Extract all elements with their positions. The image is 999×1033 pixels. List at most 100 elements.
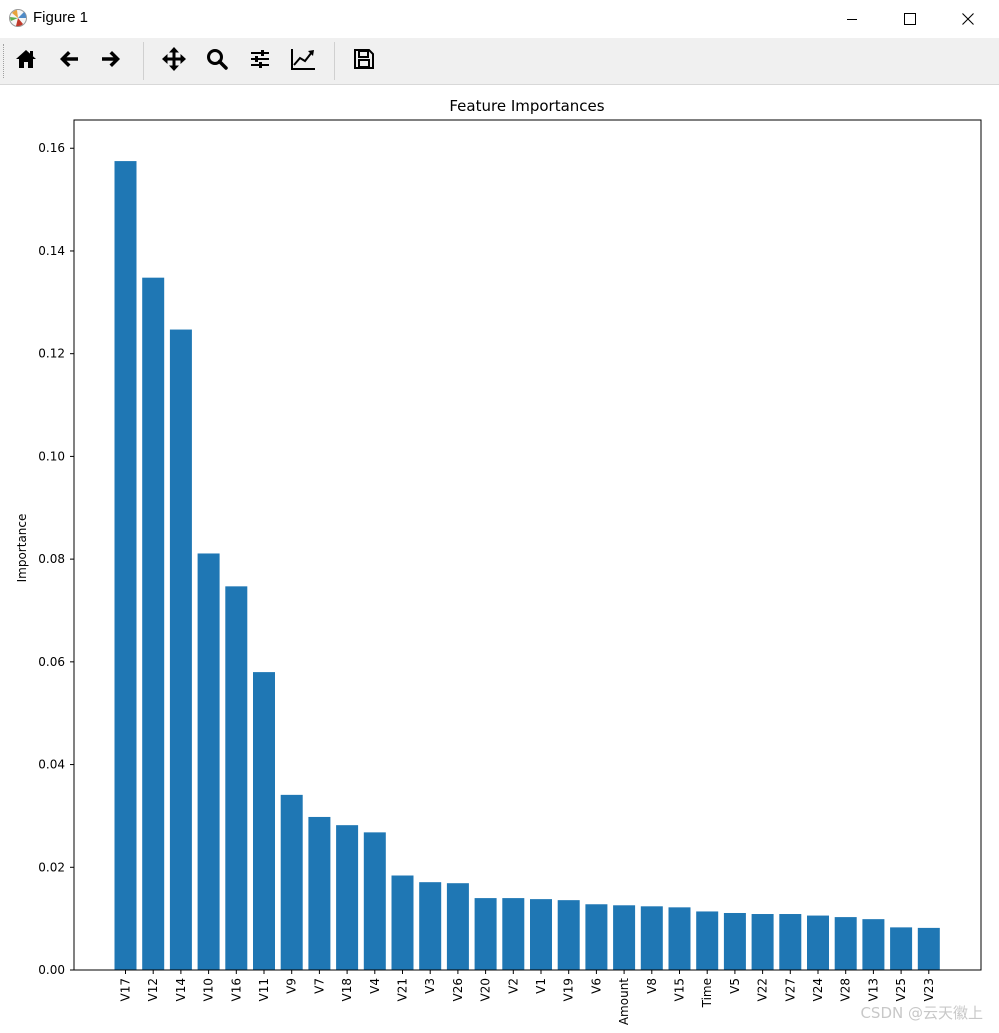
y-tick-label: 0.12 [38,347,65,361]
x-tick-label: V16 [229,978,243,1001]
chart-title: Feature Importances [449,97,604,115]
edit-axis-button[interactable] [286,44,320,78]
x-tick-label: V10 [202,978,216,1001]
configure-subplots-button[interactable] [243,44,277,78]
bar-v15 [668,907,691,970]
maximize-button[interactable] [881,0,939,38]
x-tick-label: V18 [340,978,354,1001]
arrow-right-icon [99,47,123,75]
y-tick-label: 0.06 [38,655,65,669]
x-tick-label: V9 [285,978,299,994]
bar-v28 [834,917,857,970]
bar-v26 [446,883,469,970]
bar-time [696,911,719,970]
home-icon [14,47,38,75]
x-tick-label: V17 [119,978,133,1001]
bar-v7 [308,816,331,970]
window-titlebar: Figure 1 [0,0,999,38]
bar-v20 [474,898,497,970]
x-axis-ticks: V17 V12 V14 V10 V16 V11 V9 V7 V18 V4 V21 V3 V26 V20 V2… [119,970,936,1025]
bar-v14 [169,329,192,970]
figure-canvas[interactable]: Feature Importances Importance 0.00 0.02 0… [0,85,999,1029]
maximize-icon [904,10,916,29]
back-button[interactable] [52,44,86,78]
bar-v24 [807,915,829,970]
bar-chart: Feature Importances Importance 0.000.020… [15,97,982,1025]
x-tick-label: V23 [922,978,936,1001]
x-tick-label: V19 [562,978,576,1001]
bar-v12 [142,277,165,970]
toolbar-separator [143,42,144,80]
x-tick-label: V2 [506,978,520,994]
bar-v8 [640,906,663,970]
x-tick-label: V6 [589,978,603,994]
move-icon [161,46,187,76]
y-tick-label: 0.08 [38,552,65,566]
x-tick-label: V15 [673,978,687,1001]
navigation-toolbar [0,38,999,85]
x-tick-label: V5 [728,978,742,994]
y-tick-label: 0.10 [38,449,65,463]
bar-v17 [114,161,137,971]
bar-v1 [530,899,552,970]
minimize-icon [846,10,858,29]
bar-v11 [253,672,275,970]
bar-amount [613,905,636,970]
x-tick-label: V28 [839,978,853,1001]
bar-v23 [917,927,940,970]
home-button[interactable] [9,44,43,78]
floppy-disk-icon [352,47,376,75]
plot-area-frame [73,119,982,971]
x-tick-label: V26 [451,978,465,1001]
y-axis-ticks: 0.00 0.02 0.04 0.06 0.08 0.10 0.12 0.14 0.16 [38,141,74,977]
x-tick-label: Time [700,978,714,1008]
x-tick-label: V8 [645,978,659,994]
x-tick-label: V21 [396,978,410,1001]
bar-v25 [890,927,913,970]
bar-v4 [363,832,386,970]
arrow-left-icon [57,47,81,75]
matplotlib-logo-icon [8,8,28,28]
x-tick-label: V25 [894,978,908,1001]
y-tick-label: 0.04 [38,758,65,772]
line-chart-icon [290,47,316,75]
x-tick-label: Amount [617,978,631,1025]
bar-v9 [280,794,303,970]
close-button[interactable] [939,0,997,38]
x-tick-label: V22 [756,978,770,1001]
toolbar-separator [334,42,335,80]
toolbar-grip[interactable] [3,44,6,78]
x-tick-label: V11 [257,978,271,1001]
bar-v27 [779,914,802,970]
bar-v10 [197,553,220,970]
x-tick-label: V24 [811,978,825,1001]
x-tick-label: V20 [479,978,493,1001]
y-tick-label: 0.02 [38,860,65,874]
x-tick-label: V13 [866,978,880,1001]
y-tick-label: 0.14 [38,244,65,258]
sliders-icon [248,47,272,75]
x-tick-label: V7 [312,978,326,994]
minimize-button[interactable] [823,0,881,38]
y-tick-label: 0.00 [38,963,65,977]
zoom-button[interactable] [200,44,234,78]
bar-v21 [391,875,414,970]
save-button[interactable] [347,44,381,78]
bar-v22 [751,914,774,970]
magnifier-icon [205,47,229,75]
bar-v6 [585,904,608,970]
watermark-text: CSDN @云天徽上 [860,1004,983,1022]
x-tick-label: V1 [534,978,548,994]
x-tick-label: V27 [783,978,797,1001]
bar-v13 [862,919,885,970]
forward-button[interactable] [94,44,128,78]
y-axis-label: Importance [15,514,29,583]
bar-v2 [502,898,525,970]
pan-button[interactable] [157,44,191,78]
close-icon [962,10,974,29]
bar-v19 [557,900,580,970]
bar-v3 [419,882,442,970]
bar-v5 [723,912,746,970]
bar-v16 [225,586,248,970]
y-tick-label: 0.16 [38,141,65,155]
